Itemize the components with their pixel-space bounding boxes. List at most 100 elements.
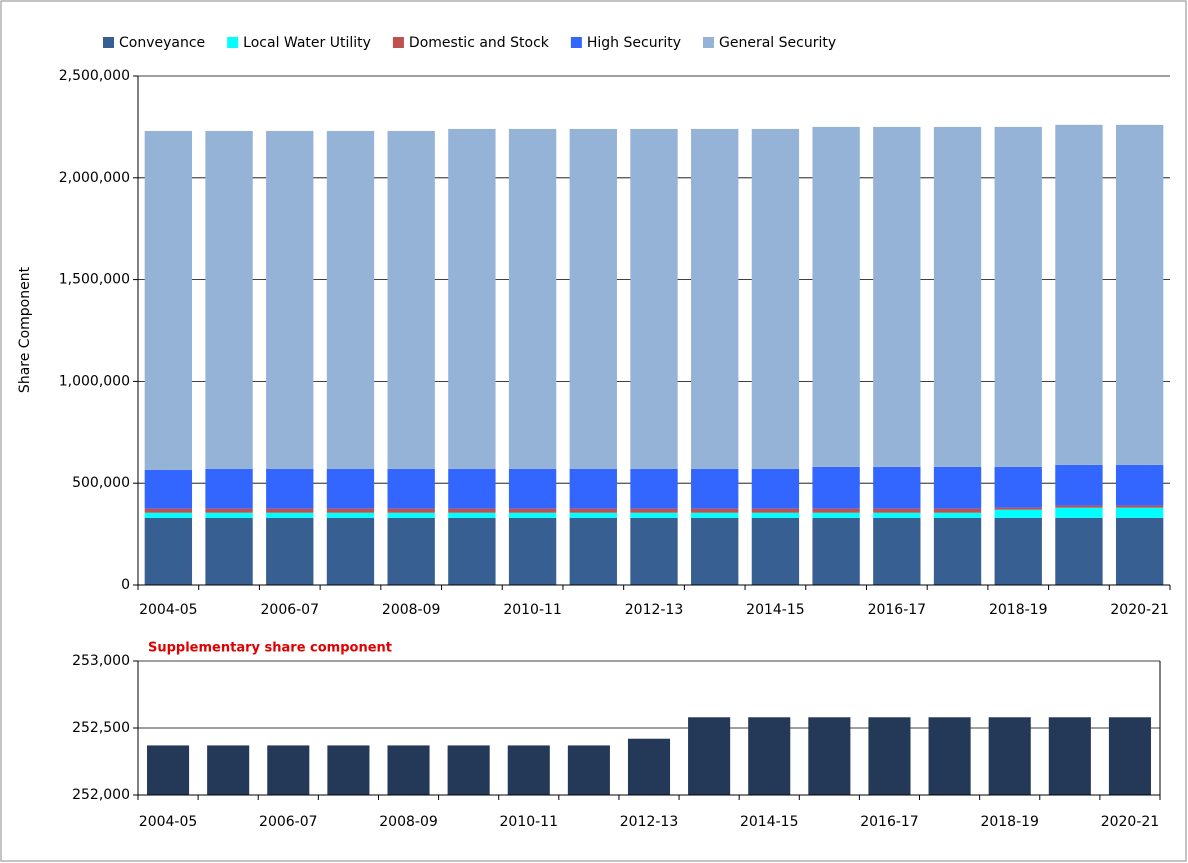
y-tick-label: 500,000 [72, 475, 130, 491]
bar-segment [1055, 507, 1103, 518]
bar [928, 717, 971, 795]
bar [147, 745, 190, 795]
bar-segment [326, 517, 375, 585]
y-tick-label: 2,500,000 [59, 68, 130, 84]
bar-segment [508, 512, 557, 518]
bar [748, 717, 791, 795]
bar-segment [508, 128, 557, 469]
bar [988, 717, 1031, 795]
bar-segment [812, 512, 860, 518]
x-tick-label: 2014-15 [740, 814, 799, 830]
bar-segment [933, 466, 982, 509]
bar [1048, 717, 1091, 795]
bar-segment [751, 512, 800, 518]
bar [207, 745, 250, 795]
bar-segment [569, 517, 617, 585]
bar-segment [326, 130, 375, 469]
bar [387, 745, 430, 795]
bar-segment [326, 512, 375, 518]
bar-segment [873, 508, 921, 513]
bar-segment [873, 466, 921, 509]
bar-segment [873, 512, 921, 518]
bar-segment [691, 508, 739, 513]
x-tick-label: 2018-19 [989, 602, 1048, 618]
x-tick-label: 2008-09 [379, 814, 438, 830]
legend-swatch [392, 37, 404, 48]
bar-segment [387, 468, 435, 509]
bar-segment [630, 468, 678, 509]
bar-segment [812, 517, 860, 585]
bar [567, 745, 610, 795]
bar-segment [994, 509, 1042, 518]
x-tick-label: 2006-07 [259, 814, 318, 830]
x-tick-label: 2012-13 [625, 602, 684, 618]
bar-segment [266, 468, 314, 509]
bar-segment [448, 508, 496, 513]
bar [1108, 717, 1151, 795]
bar-segment [691, 512, 739, 518]
bar-segment [691, 517, 739, 585]
bar-segment [326, 508, 375, 513]
bar-segment [266, 508, 314, 513]
bar-segment [266, 130, 314, 469]
bar-segment [508, 468, 557, 509]
bar-segment [933, 508, 982, 513]
legend-label: Conveyance [119, 35, 205, 51]
bar-segment [144, 517, 193, 585]
bar-segment [266, 517, 314, 585]
bar-segment [205, 130, 253, 469]
bar-segment [873, 517, 921, 585]
legend-swatch [227, 37, 239, 48]
bar-segment [387, 517, 435, 585]
bar-segment [387, 512, 435, 518]
bar-segment [751, 517, 800, 585]
bar-segment [994, 466, 1042, 508]
y-tick-label: 0 [121, 577, 130, 593]
bar-segment [691, 128, 739, 469]
bar-segment [448, 512, 496, 518]
bar-segment [326, 468, 375, 509]
bar-segment [933, 517, 982, 585]
bar-segment [812, 508, 860, 513]
bar-segment [569, 468, 617, 509]
legend-label: Local Water Utility [243, 35, 371, 51]
bar-segment [569, 512, 617, 518]
bar-segment [1115, 464, 1164, 506]
bar-segment [569, 128, 617, 469]
x-tick-label: 2004-05 [139, 814, 198, 830]
x-tick-label: 2008-09 [382, 602, 441, 618]
bar-segment [144, 130, 193, 470]
bar [447, 745, 490, 795]
bar-segment [508, 517, 557, 585]
legend-swatch [703, 37, 714, 48]
bar-segment [144, 469, 193, 509]
x-tick-label: 2016-17 [868, 602, 927, 618]
y-tick-label: 252,000 [72, 787, 130, 803]
bar-segment [933, 126, 982, 467]
bar-segment [994, 507, 1042, 510]
bar-segment [1055, 464, 1103, 506]
bar [267, 745, 310, 795]
bar [327, 745, 370, 795]
legend-swatch [570, 37, 582, 48]
x-tick-label: 2004-05 [139, 602, 198, 618]
x-tick-label: 2012-13 [620, 814, 679, 830]
legend-label: High Security [587, 35, 681, 51]
bar-segment [994, 126, 1042, 467]
bar-segment [751, 128, 800, 469]
bar [688, 717, 731, 795]
y-tick-label: 2,000,000 [59, 170, 130, 186]
bar [868, 717, 911, 795]
x-tick-label: 2014-15 [746, 602, 805, 618]
bar [627, 738, 671, 795]
y-tick-label: 253,000 [72, 653, 130, 669]
bar-segment [205, 517, 253, 585]
bar-segment [569, 508, 617, 513]
bar [507, 745, 550, 795]
bar-segment [873, 126, 921, 467]
legend-label: General Security [719, 35, 836, 51]
bar-segment [205, 468, 253, 509]
y-axis-label: Share Component [17, 266, 33, 393]
bar [808, 717, 851, 795]
